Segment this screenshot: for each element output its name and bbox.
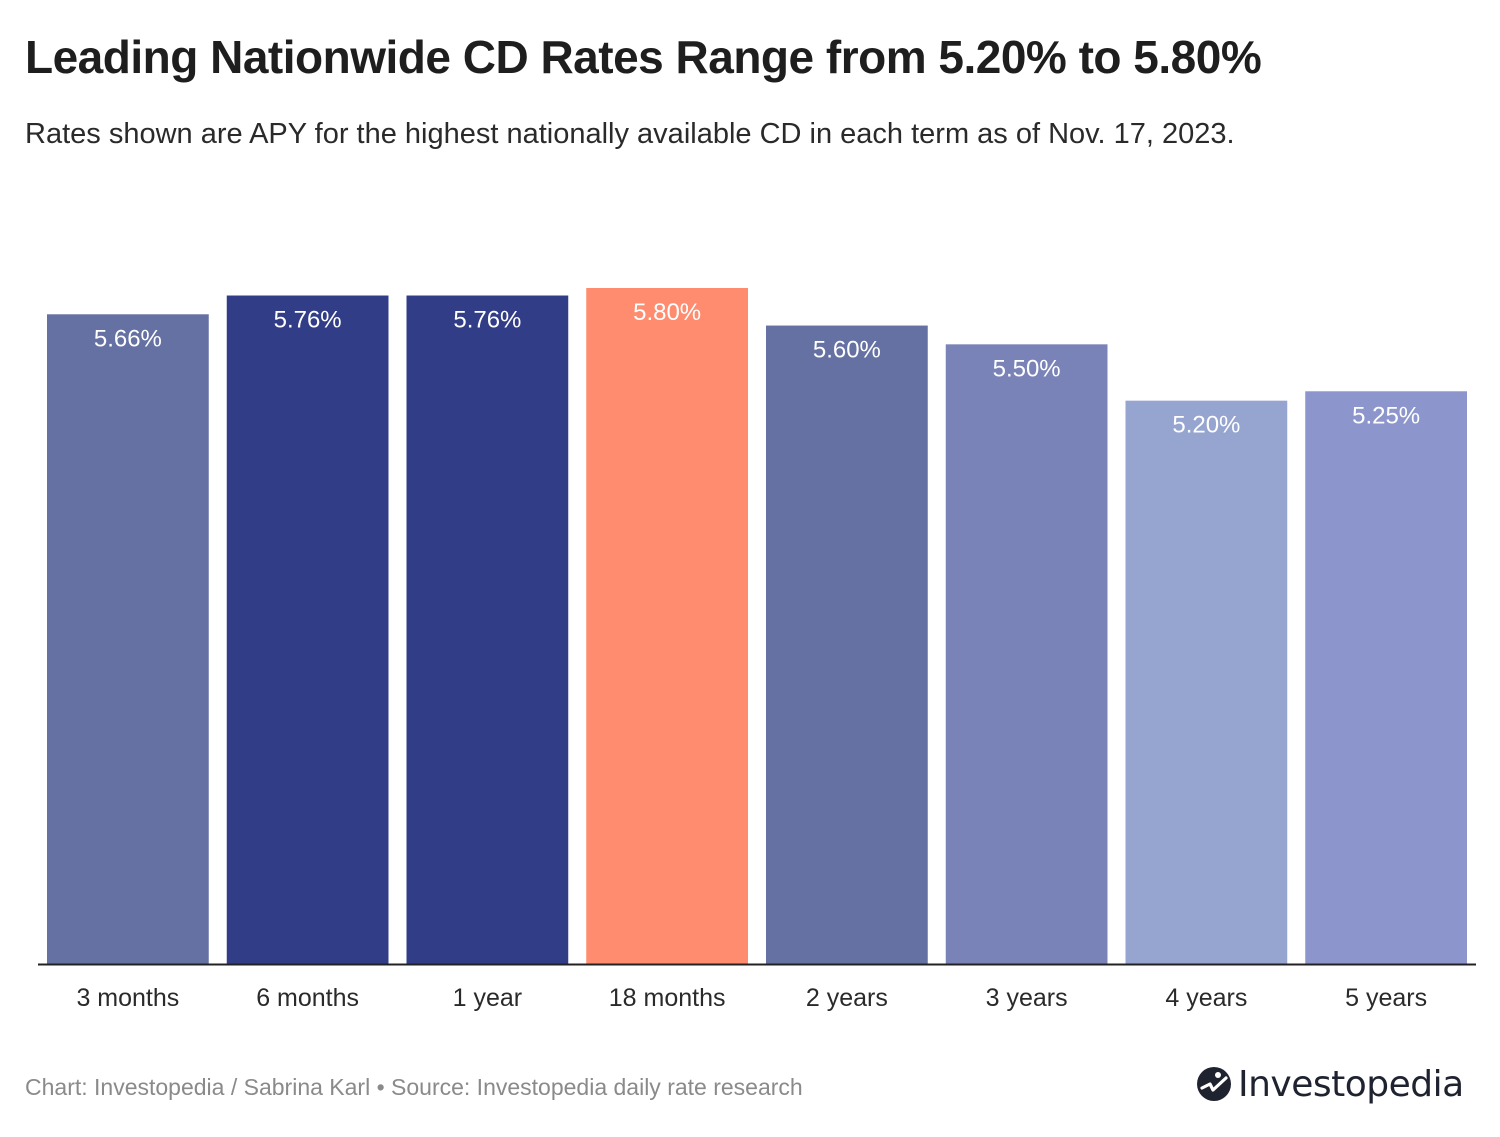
- investopedia-logo: Investopedia: [1196, 1058, 1464, 1110]
- bar-3-years: [945, 344, 1108, 964]
- x-tick-label: 18 months: [609, 984, 726, 1012]
- bar-2-years: [766, 325, 928, 964]
- x-tick-label: 4 years: [1165, 984, 1247, 1012]
- bar-4-years: [1125, 400, 1288, 965]
- investopedia-logo-icon: [1197, 1067, 1231, 1101]
- data-label: 5.50%: [993, 355, 1061, 382]
- x-tick-label: 2 years: [806, 984, 888, 1012]
- bar-18-months: [586, 288, 748, 964]
- x-tick-label: 5 years: [1345, 984, 1427, 1012]
- data-label: 5.60%: [813, 337, 881, 364]
- x-tick-label: 1 year: [453, 984, 522, 1012]
- chart-title: Leading Nationwide CD Rates Range from 5…: [25, 31, 1262, 83]
- x-tick-label: 6 months: [256, 984, 359, 1012]
- x-tick-label: 3 months: [76, 984, 179, 1012]
- logo-text: Investopedia: [1238, 1063, 1464, 1105]
- data-label: 5.76%: [274, 307, 342, 334]
- data-label: 5.76%: [453, 307, 521, 334]
- bar-3-months: [47, 314, 209, 964]
- data-label: 5.20%: [1172, 412, 1240, 439]
- bar-6-months: [226, 295, 389, 964]
- x-tick-label: 3 years: [986, 984, 1068, 1012]
- bar-1-year: [406, 295, 569, 964]
- chart-subtitle: Rates shown are APY for the highest nati…: [25, 118, 1235, 150]
- data-label: 5.66%: [94, 325, 162, 352]
- data-label: 5.25%: [1352, 402, 1420, 429]
- bar-5-years: [1305, 391, 1467, 964]
- data-label: 5.80%: [633, 299, 701, 326]
- source-note: Chart: Investopedia / Sabrina Karl • Sou…: [25, 1074, 803, 1100]
